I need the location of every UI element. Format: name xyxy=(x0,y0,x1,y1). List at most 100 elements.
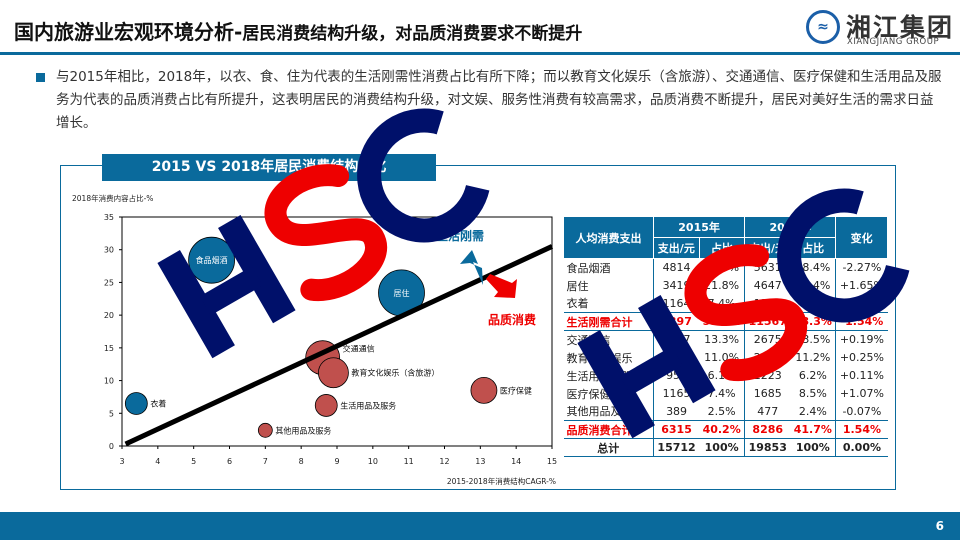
bubble-label: 医疗保健 xyxy=(500,385,532,395)
table-row: 其他用品及服务 389 2.5% 477 2.4% -0.07% xyxy=(564,402,888,421)
y-tick-label: 10 xyxy=(104,377,114,386)
y-axis-label: 2018年消费内容占比-% xyxy=(72,193,153,203)
cell-name: 生活刚需合计 xyxy=(563,312,654,331)
cell-p15: 13.3% xyxy=(704,333,740,347)
cell-s18: 11567 xyxy=(744,312,791,331)
cell-p15: 2.5% xyxy=(707,404,736,418)
bubble-label: 衣着 xyxy=(150,398,166,408)
header-share-2015: 占比 xyxy=(698,237,746,259)
cell-p15: 30.6% xyxy=(704,261,740,275)
cell-s15: 15712 xyxy=(653,438,700,457)
cell-p18: 8.5% xyxy=(798,387,827,400)
cell-chg: +0.11% xyxy=(835,366,888,385)
table-row: 居住 3419 21.8% 4647 23.4% +1.65% xyxy=(564,276,888,295)
x-tick-label: 8 xyxy=(299,457,304,466)
y-tick-label: 30 xyxy=(104,246,114,255)
cell-p18: 13.5% xyxy=(795,333,831,347)
cell-name: 居住 xyxy=(566,279,589,293)
cell-s15: 3419 xyxy=(653,276,700,295)
y-tick-label: 20 xyxy=(104,311,114,320)
bubble-label: 居住 xyxy=(394,288,410,298)
x-tick-label: 15 xyxy=(547,457,557,466)
table-row: 总计 15712 100% 19853 100% 0.00% xyxy=(563,438,888,457)
cell-p18: 11.2% xyxy=(795,351,831,364)
cell-s15: 1165 xyxy=(653,384,700,403)
cell-p18: 6.5% xyxy=(798,296,827,310)
bubble-label: 生活用品及服务 xyxy=(340,400,396,410)
y-tick-label: 0 xyxy=(109,442,114,451)
cell-name: 食品烟酒 xyxy=(566,261,611,275)
header-2015: 2015年 xyxy=(652,216,746,238)
cell-chg: -1.54% xyxy=(835,312,888,331)
x-tick-label: 13 xyxy=(475,457,485,466)
cell-s18: 4647 xyxy=(744,276,791,295)
trend-line xyxy=(124,244,554,447)
arrow-up-icon xyxy=(460,250,483,285)
x-tick-label: 3 xyxy=(119,457,124,466)
cell-chg: -0.07% xyxy=(835,402,888,421)
title-sub: 居民消费结构升级，对品质消费要求不断提升 xyxy=(242,24,583,44)
logo-cn: 湘江集团 xyxy=(846,13,955,42)
cell-s15: 389 xyxy=(653,402,700,421)
page-number: 6 xyxy=(935,519,944,533)
cell-p18: 100% xyxy=(790,438,836,457)
cell-name: 生活用品及服务 xyxy=(566,369,644,383)
bubble-point xyxy=(318,357,349,389)
cell-s18: 19853 xyxy=(744,438,791,457)
cell-name: 总计 xyxy=(563,438,654,457)
summary-paragraph: 与2015年相比，2018年，以衣、食、住为代表的生活刚需性消费占比有所下降；而… xyxy=(56,69,942,131)
x-tick-label: 12 xyxy=(439,457,449,466)
y-tick-label: 15 xyxy=(104,344,114,353)
x-tick-label: 10 xyxy=(368,457,378,466)
cell-p18: 2.4% xyxy=(798,404,827,418)
x-axis-label: 2015-2018年消费结构CAGR-% xyxy=(447,476,556,486)
cell-p15: 6.1% xyxy=(707,369,736,382)
cell-name: 教育文化娱乐 xyxy=(566,351,633,365)
table-row: 生活刚需合计 9397 59.8% 11567 58.3% -1.54% xyxy=(563,312,888,331)
consumption-table: 人均消费支出 2015年 2018年 变化 支出/元 占比 支出/元 占比 食品… xyxy=(563,216,888,457)
bubble-label: 交通通信 xyxy=(343,344,375,354)
x-tick-label: 9 xyxy=(334,457,339,466)
cell-p15: 7.4% xyxy=(707,296,736,310)
cell-s18: 1685 xyxy=(744,384,791,403)
bubble-point xyxy=(470,376,498,404)
table-row: 衣着 1164 7.4% 1289 6.5% -0.92% xyxy=(564,294,888,313)
cell-chg: +1.07% xyxy=(835,384,888,403)
annotation-down: 品质消费 xyxy=(488,312,536,327)
cell-p15: 59.8% xyxy=(699,312,745,331)
cell-chg: -2.27% xyxy=(835,258,888,277)
cell-p15: 40.2% xyxy=(699,420,745,439)
table-row: 医疗保健 1165 7.4% 1685 8.5% +1.07% xyxy=(564,384,888,403)
y-tick-label: 5 xyxy=(109,409,114,418)
cell-s18: 2226 xyxy=(744,348,791,367)
cell-chg: 1.54% xyxy=(835,420,888,439)
bubble-label: 其他用品及服务 xyxy=(275,425,331,435)
bubble-point xyxy=(314,394,338,417)
cell-chg: 0.00% xyxy=(835,438,888,457)
title-main: 国内旅游业宏观环境分析- xyxy=(14,20,243,44)
bullet-icon xyxy=(36,73,45,82)
logo-emblem-icon: ≈ xyxy=(806,10,840,44)
cell-s18: 2675 xyxy=(744,330,791,349)
arrow-down-icon xyxy=(486,274,517,298)
y-tick-label: 25 xyxy=(104,278,114,287)
cell-p15: 11.0% xyxy=(704,351,740,364)
cell-s15: 2087 xyxy=(653,330,700,349)
cell-p15: 21.8% xyxy=(704,279,740,292)
bubble-label: 教育文化娱乐（含旅游） xyxy=(351,368,439,378)
title-divider xyxy=(0,52,960,55)
cell-chg: -0.92% xyxy=(835,294,888,313)
cell-p18: 6.2% xyxy=(798,369,827,382)
cell-s15: 1164 xyxy=(653,294,700,313)
y-tick-label: 35 xyxy=(104,213,114,222)
company-logo: ≈ 湘江集团 XIANGJIANG GROUP xyxy=(806,8,956,48)
header-spend-2015: 支出/元 xyxy=(653,237,700,259)
table-row: 教育文化娱乐 1723 11.0% 2226 11.2% +0.25% xyxy=(564,348,888,367)
header-category: 人均消费支出 xyxy=(563,216,654,259)
x-tick-label: 5 xyxy=(191,457,196,466)
bubble-point xyxy=(257,422,273,438)
cell-name: 品质消费合计 xyxy=(563,420,654,439)
table-row: 生活用品及服务 951 6.1% 1223 6.2% +0.11% xyxy=(564,366,888,385)
footer-bar xyxy=(0,512,960,540)
cell-s18: 5631 xyxy=(744,258,791,277)
